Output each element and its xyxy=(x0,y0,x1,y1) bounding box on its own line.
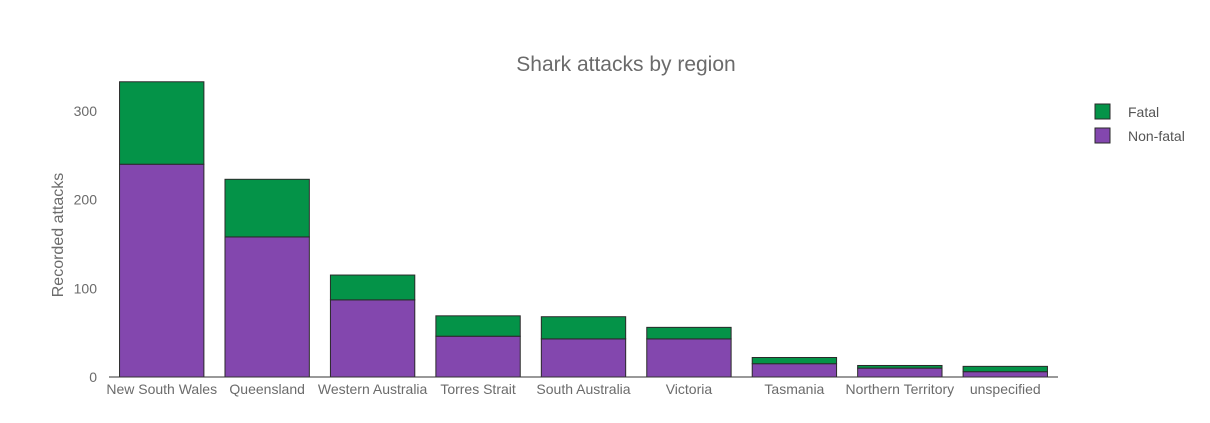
legend-item[interactable]: Fatal xyxy=(1094,103,1159,120)
bar-non-fatal-5[interactable] xyxy=(646,338,732,378)
y-tick-label: 100 xyxy=(74,280,98,296)
x-tick-label: Torres Strait xyxy=(440,381,516,397)
bar-non-fatal-1[interactable] xyxy=(224,236,310,378)
bar-non-fatal-4[interactable] xyxy=(540,338,627,378)
bar-fatal-6[interactable] xyxy=(751,356,838,365)
legend-swatch xyxy=(1094,103,1111,120)
y-axis-ticks: 0 100 200 300 xyxy=(74,103,98,385)
bar-non-fatal-3[interactable] xyxy=(435,335,521,378)
x-tick-label: Western Australia xyxy=(318,381,428,397)
legend-item[interactable]: Non-fatal xyxy=(1094,127,1185,144)
legend-label: Fatal xyxy=(1128,104,1159,120)
bar-fatal-0[interactable] xyxy=(119,81,205,165)
bar-fatal-5[interactable] xyxy=(646,326,732,340)
bar-fatal-8[interactable] xyxy=(962,365,1048,373)
legend[interactable]: Fatal Non-fatal xyxy=(1094,103,1185,144)
x-tick-label: unspecified xyxy=(970,381,1041,397)
x-tick-label: Queensland xyxy=(229,381,305,397)
x-tick-label: Tasmania xyxy=(764,381,824,397)
legend-swatch xyxy=(1094,127,1111,144)
x-tick-label: South Australia xyxy=(536,381,630,397)
y-axis-title: Recorded attacks xyxy=(50,173,67,298)
bar-fatal-1[interactable] xyxy=(224,178,310,238)
x-tick-label: Northern Territory xyxy=(845,381,954,397)
legend-label: Non-fatal xyxy=(1128,128,1185,144)
x-axis-ticks: New South Wales Queensland Western Austral… xyxy=(106,381,1040,397)
bar-fatal-3[interactable] xyxy=(435,315,521,337)
bar-non-fatal-2[interactable] xyxy=(329,299,416,378)
y-tick-label: 200 xyxy=(74,192,98,208)
y-tick-label: 0 xyxy=(89,369,97,385)
x-tick-label: New South Wales xyxy=(106,381,217,397)
chart-title: Shark attacks by region xyxy=(516,53,735,76)
bar-non-fatal-7[interactable] xyxy=(857,367,943,378)
x-tick-label: Victoria xyxy=(666,381,713,397)
y-tick-label: 300 xyxy=(74,103,98,119)
bars xyxy=(119,81,1048,378)
bar-fatal-7[interactable] xyxy=(857,364,943,369)
bar-non-fatal-0[interactable] xyxy=(119,163,205,378)
bar-fatal-2[interactable] xyxy=(329,274,416,301)
bar-non-fatal-6[interactable] xyxy=(751,363,838,378)
bar-non-fatal-8[interactable] xyxy=(962,371,1048,378)
bar-fatal-4[interactable] xyxy=(540,316,627,340)
